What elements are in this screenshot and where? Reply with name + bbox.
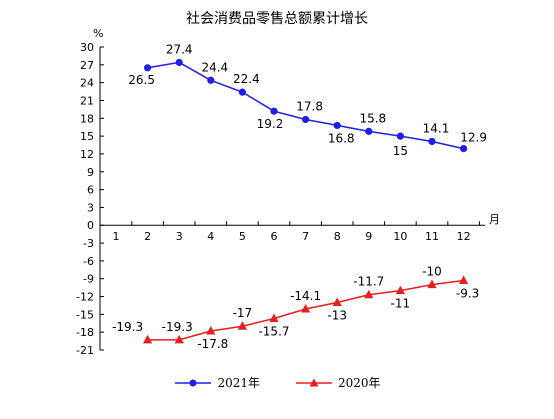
- data-point: [270, 107, 278, 115]
- data-label: -9.3: [456, 286, 479, 300]
- y-tick-label: -21: [76, 344, 94, 357]
- data-label: 19.2: [257, 117, 284, 131]
- data-point: [175, 58, 183, 67]
- y-tick-label: -3: [83, 237, 94, 250]
- x-tick-label: 12: [457, 230, 471, 243]
- data-label: -14.1: [290, 289, 321, 303]
- data-label: -13: [327, 308, 347, 322]
- data-point: [395, 285, 405, 295]
- data-label: -15.7: [258, 325, 289, 339]
- data-label: 15: [393, 144, 408, 158]
- y-tick-label: 30: [80, 41, 94, 54]
- data-point: [333, 121, 341, 130]
- data-label: 26.5: [128, 73, 155, 87]
- data-label: -19.3: [162, 320, 193, 334]
- data-point: [238, 88, 246, 96]
- x-tick-label: 11: [425, 230, 439, 243]
- x-tick-label: 1: [113, 230, 120, 243]
- chart-title: 社会消费品零售总额累计增长: [186, 11, 368, 27]
- data-point: [396, 132, 404, 140]
- data-label: 15.8: [359, 111, 386, 125]
- data-point: [207, 76, 215, 84]
- x-tick-label: 6: [271, 230, 278, 243]
- x-tick-label: 4: [207, 230, 214, 243]
- data-label: -17: [233, 306, 253, 320]
- data-label: -10: [422, 265, 442, 279]
- x-tick-label: 10: [393, 230, 407, 243]
- x-tick-label: 9: [365, 230, 372, 243]
- y-tick-label: -12: [76, 291, 94, 304]
- data-label: 22.4: [233, 72, 260, 86]
- x-axis-unit-label: 月: [489, 213, 500, 226]
- data-point: [206, 325, 216, 335]
- legend-item-2021: 2021年: [173, 374, 260, 391]
- data-label: 14.1: [423, 121, 450, 135]
- y-tick-label: -15: [76, 308, 94, 321]
- x-tick-label: 7: [302, 230, 309, 243]
- x-tick-label: 2: [144, 230, 151, 243]
- data-point: [143, 334, 153, 344]
- data-point: [144, 64, 152, 72]
- legend-item-2020: 2020年: [294, 374, 381, 391]
- data-point: [460, 144, 468, 153]
- series-layer: [143, 58, 469, 344]
- data-point: [174, 334, 184, 344]
- data-label: -17.8: [197, 337, 228, 351]
- x-tick-label: 8: [334, 230, 341, 243]
- data-labels: 26.527.424.422.419.217.816.815.81514.112…: [112, 42, 487, 351]
- y-tick-label: -9: [83, 273, 94, 286]
- y-tick-label: -18: [76, 326, 94, 339]
- legend-label-2021: 2021年: [217, 376, 260, 390]
- y-tick-label: 24: [80, 77, 94, 90]
- data-point: [459, 275, 469, 284]
- y-tick-label: 6: [87, 184, 94, 197]
- data-point: [302, 115, 310, 124]
- y-tick-label: 21: [80, 94, 94, 107]
- data-point: [301, 304, 311, 313]
- y-axis-unit-label: %: [93, 27, 103, 40]
- y-tick-label: -6: [83, 255, 94, 268]
- y-tick-label: 0: [87, 219, 94, 232]
- data-label: 12.9: [460, 131, 487, 145]
- legend-swatch-circle-icon: [175, 379, 212, 386]
- data-point: [428, 137, 436, 146]
- data-point: [364, 289, 374, 299]
- data-label: 27.4: [166, 42, 193, 56]
- y-tick-label: 12: [80, 148, 94, 161]
- legend: 2021年 2020年: [0, 374, 554, 391]
- data-point: [332, 297, 342, 306]
- data-label: -11.7: [353, 275, 384, 289]
- data-label: 24.4: [201, 60, 228, 74]
- data-label: -19.3: [112, 320, 143, 334]
- x-tick-label: 5: [239, 230, 246, 243]
- legend-label-2020: 2020年: [338, 376, 381, 390]
- data-label: 16.8: [328, 131, 355, 145]
- data-point: [237, 321, 247, 330]
- y-tick-label: 9: [87, 166, 94, 179]
- data-label: 17.8: [296, 99, 323, 113]
- data-point: [365, 127, 373, 135]
- legend-swatch-triangle-icon: [296, 378, 332, 386]
- y-tick-label: 3: [87, 201, 94, 214]
- data-point: [427, 279, 437, 289]
- y-tick-label: 18: [80, 112, 94, 125]
- y-tick-label: 27: [80, 59, 94, 72]
- data-point: [269, 313, 279, 323]
- data-label: -11: [391, 297, 411, 311]
- y-tick-label: 15: [80, 130, 94, 143]
- x-tick-label: 3: [176, 230, 183, 243]
